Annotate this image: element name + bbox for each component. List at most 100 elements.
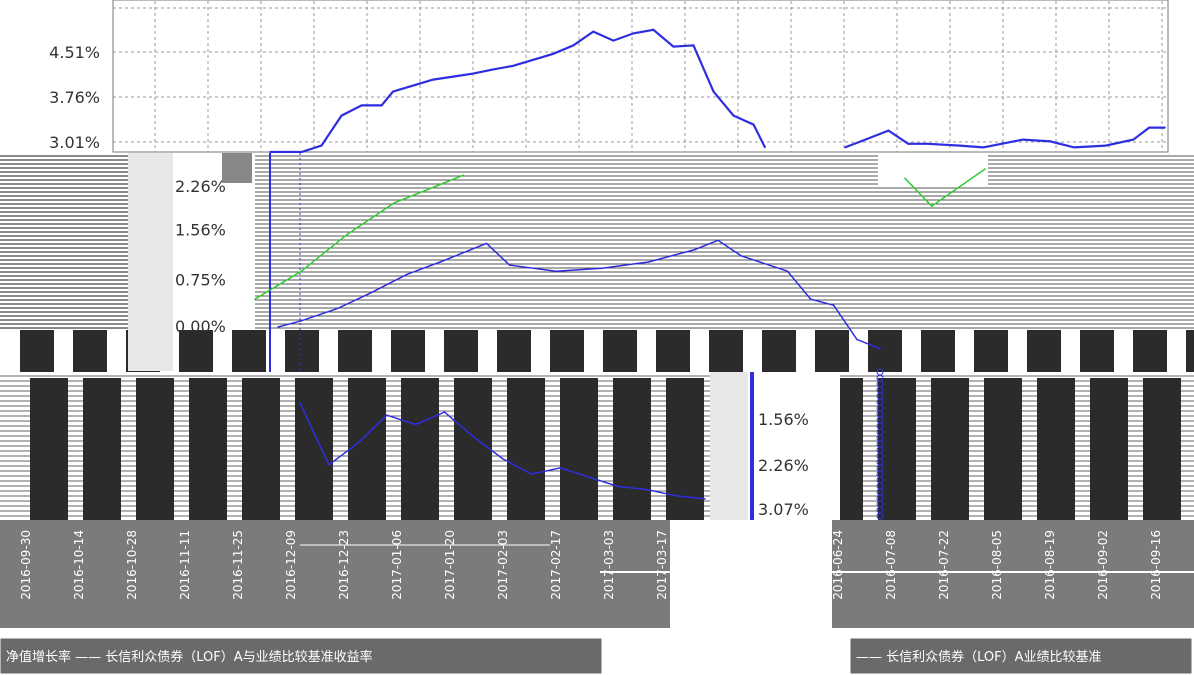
glitch-bar xyxy=(868,330,902,372)
series-line xyxy=(844,126,1165,149)
y-tick-label: 3.01% xyxy=(49,133,100,152)
glitch-bar xyxy=(1090,378,1128,520)
data-point xyxy=(694,248,696,251)
y-tick-label: 2.26% xyxy=(758,456,809,475)
data-point xyxy=(254,298,256,300)
x-tick-label: 2016-07-22 xyxy=(937,530,951,600)
overlapping-chart-band: 2.26% 1.56% 0.75% 0.00% xyxy=(0,153,1194,372)
glitch-bar xyxy=(921,330,955,372)
data-point xyxy=(340,114,343,117)
y-tick-label: 1.56% xyxy=(758,410,809,429)
data-point xyxy=(675,495,677,497)
y-tick-label: 1.56% xyxy=(175,220,226,239)
x-tick-label: 2016-11-25 xyxy=(231,530,245,600)
data-point xyxy=(1164,126,1166,129)
glitch-bar xyxy=(984,378,1022,520)
x-tick-label: 2017-03-03 xyxy=(602,530,616,600)
y-tick-label: 0.00% xyxy=(175,317,226,336)
data-point xyxy=(472,72,475,75)
x-tick-label: 2016-10-14 xyxy=(72,530,86,600)
data-point xyxy=(299,402,301,404)
data-point xyxy=(300,320,303,322)
data-point xyxy=(717,239,719,242)
data-point xyxy=(328,464,330,466)
data-point xyxy=(393,202,395,204)
data-point xyxy=(1132,138,1135,141)
glitch-bar xyxy=(656,330,690,372)
data-point xyxy=(512,65,514,67)
data-point xyxy=(555,270,557,273)
data-point xyxy=(406,273,408,276)
y-tick-label: 2.26% xyxy=(175,177,226,196)
dark-bar-band: 1.56% 2.26% 3.07% xyxy=(0,368,1194,520)
x-tick-label: 2016-08-05 xyxy=(990,530,1004,600)
x-tick-label: 2017-02-03 xyxy=(496,530,510,600)
data-point xyxy=(300,270,303,273)
x-tick-label: 2016-07-08 xyxy=(884,530,898,600)
data-point xyxy=(501,457,504,460)
glitch-bar xyxy=(603,330,637,372)
data-point xyxy=(844,146,846,149)
data-point xyxy=(740,255,742,257)
glitch-bar xyxy=(1080,330,1114,372)
glitch-bar xyxy=(974,330,1008,372)
glitch-bar xyxy=(30,378,68,520)
x-tick-label: 2017-02-17 xyxy=(549,530,563,600)
data-point xyxy=(452,75,454,78)
axis-marker xyxy=(876,512,884,520)
inset-axis-strip xyxy=(710,372,748,520)
benchmark-line xyxy=(254,174,464,300)
data-point xyxy=(432,78,434,81)
glitch-bar xyxy=(1186,330,1194,372)
data-point xyxy=(647,261,650,263)
glitch-bar xyxy=(73,330,107,372)
glitch-bar xyxy=(232,330,266,372)
data-point xyxy=(462,174,465,176)
glitch-bar xyxy=(295,378,333,520)
data-point xyxy=(1022,138,1024,141)
data-point xyxy=(485,242,488,245)
mid-axis-strip xyxy=(128,153,173,371)
data-point xyxy=(320,144,323,147)
x-tick-label: 2016-08-19 xyxy=(1043,530,1057,600)
data-point xyxy=(412,84,414,87)
x-tick-label: 2016-12-09 xyxy=(284,530,298,600)
glitch-bar xyxy=(338,330,372,372)
data-point xyxy=(982,146,985,149)
data-point xyxy=(984,168,986,170)
x-tick-label: 2016-06-24 xyxy=(831,530,845,600)
glitch-bar xyxy=(709,330,743,372)
glitch-bar xyxy=(815,330,849,372)
data-point xyxy=(300,151,303,153)
x-tick-label: 2016-11-11 xyxy=(178,530,192,600)
glitch-bar xyxy=(179,330,213,372)
legend-left-text: 净值增长率 —— 长信利众债券（LOF）A与业绩比较基准收益率 xyxy=(6,649,373,665)
glitch-bar xyxy=(878,378,916,520)
data-point xyxy=(704,498,706,500)
glitch-bar xyxy=(931,378,969,520)
data-point xyxy=(414,423,417,426)
glitch-bar xyxy=(762,330,796,372)
data-point xyxy=(652,29,655,31)
data-point xyxy=(930,205,933,207)
data-point xyxy=(386,414,388,417)
data-point xyxy=(1148,126,1150,129)
data-point xyxy=(1104,144,1107,147)
legend-right-text: —— 长信利众债券（LOF）A业绩比较基准 xyxy=(856,649,1102,665)
data-point xyxy=(752,123,755,126)
data-point xyxy=(492,68,495,71)
glitch-bar xyxy=(1037,378,1075,520)
data-point xyxy=(1049,140,1052,143)
y-tick-label: 3.07% xyxy=(758,500,809,519)
data-point xyxy=(592,30,595,33)
x-tick-label: 2016-12-23 xyxy=(337,530,351,600)
legend-right: —— 长信利众债券（LOF）A业绩比较基准 xyxy=(849,637,1193,675)
glitch-bar xyxy=(189,378,227,520)
glitch-bar xyxy=(550,330,584,372)
data-point xyxy=(860,140,862,143)
data-point xyxy=(380,104,383,107)
data-point xyxy=(472,436,475,438)
legend-left: 净值增长率 —— 长信利众债券（LOF）A与业绩比较基准收益率 xyxy=(0,637,603,675)
glitch-bar xyxy=(391,330,425,372)
data-point xyxy=(508,264,511,266)
